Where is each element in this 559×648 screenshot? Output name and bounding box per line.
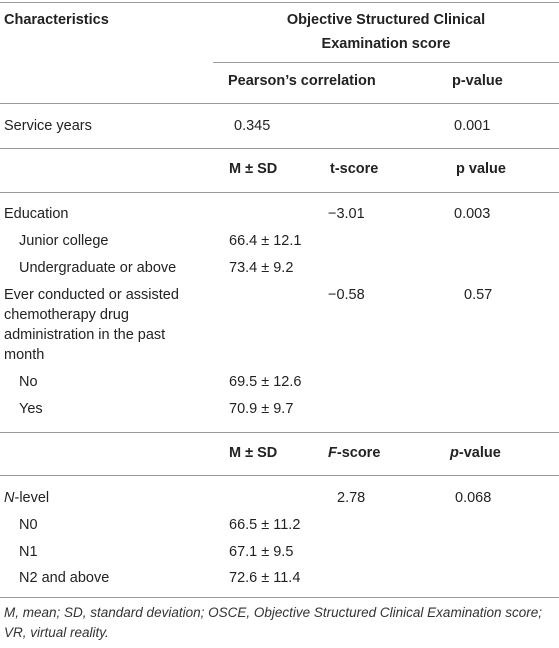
header-characteristics: Characteristics <box>4 12 109 28</box>
table-bottom-rule <box>0 597 559 598</box>
chemo-row-msd: 69.5 ± 12.6 <box>229 374 302 390</box>
header-pvalue: p-value <box>452 73 503 89</box>
fscore-f-letter: F <box>328 445 337 461</box>
education-row-msd: 66.4 ± 12.1 <box>229 233 302 249</box>
service-years-r: 0.345 <box>234 118 271 134</box>
section3-top-rule <box>0 432 559 433</box>
section3-fscore-header: F-score <box>328 444 380 462</box>
section3-msd-header: M ± SD <box>229 445 278 461</box>
table-footnote: M, mean; SD, standard deviation; OSCE, O… <box>4 603 554 643</box>
nlevel-row-label: N2 and above <box>19 570 110 586</box>
chemo-label-line3: administration in the past <box>4 327 166 343</box>
education-t: −3.01 <box>328 206 365 222</box>
header-pearson: Pearson’s correlation <box>228 73 376 89</box>
footnote-line1: M, mean; SD, standard deviation; OSCE, O… <box>4 605 542 620</box>
nlevel-p: 0.068 <box>455 490 492 506</box>
chemo-t: −0.58 <box>328 287 365 303</box>
section2-msd-header: M ± SD <box>229 161 278 177</box>
service-years-label: Service years <box>4 118 92 134</box>
chemo-label-line2: chemotherapy drug <box>4 307 129 323</box>
education-label: Education <box>4 206 69 222</box>
chemo-label-line1: Ever conducted or assisted <box>4 287 179 303</box>
fscore-suffix: -score <box>336 445 381 461</box>
section2-tscore-header: t-score <box>330 161 379 177</box>
pvalue-suffix: -value <box>458 445 501 461</box>
nlevel-n-letter: N <box>4 490 15 506</box>
section2-header-rule <box>0 192 559 193</box>
education-row-label: Junior college <box>19 233 109 249</box>
education-p: 0.003 <box>454 206 491 222</box>
chemo-p: 0.57 <box>464 287 493 303</box>
nlevel-row-msd: 72.6 ± 11.4 <box>229 570 301 586</box>
service-years-p: 0.001 <box>454 118 491 134</box>
header-osce-line2: Examination score <box>321 36 451 52</box>
chemo-row-label: Yes <box>19 401 43 417</box>
header-subrule <box>213 62 559 63</box>
education-row-msd: 73.4 ± 9.2 <box>229 260 294 276</box>
nlevel-row-msd: 67.1 ± 9.5 <box>229 544 294 560</box>
education-row-label: Undergraduate or above <box>19 260 177 276</box>
pvalue-p-letter: p <box>450 445 459 461</box>
chemo-row-msd: 70.9 ± 9.7 <box>229 401 294 417</box>
nlevel-row-label: N0 <box>19 517 38 533</box>
section2-pvalue-header: p value <box>456 161 506 177</box>
footnote-line2: VR, virtual reality. <box>4 625 109 640</box>
chemo-label-line4: month <box>4 347 45 363</box>
nlevel-label: N-level <box>4 489 49 507</box>
section2-top-rule <box>0 148 559 149</box>
table-top-rule <box>0 2 559 3</box>
header-osce-line1: Objective Structured Clinical <box>286 12 486 28</box>
nlevel-suffix: -level <box>14 490 50 506</box>
header-bottom-rule <box>0 103 559 104</box>
section3-header-rule <box>0 475 559 476</box>
nlevel-row-label: N1 <box>19 544 38 560</box>
section3-pvalue-header: p-value <box>450 444 501 462</box>
nlevel-f: 2.78 <box>337 490 366 506</box>
nlevel-row-msd: 66.5 ± 11.2 <box>229 517 301 533</box>
chemo-row-label: No <box>19 374 38 390</box>
